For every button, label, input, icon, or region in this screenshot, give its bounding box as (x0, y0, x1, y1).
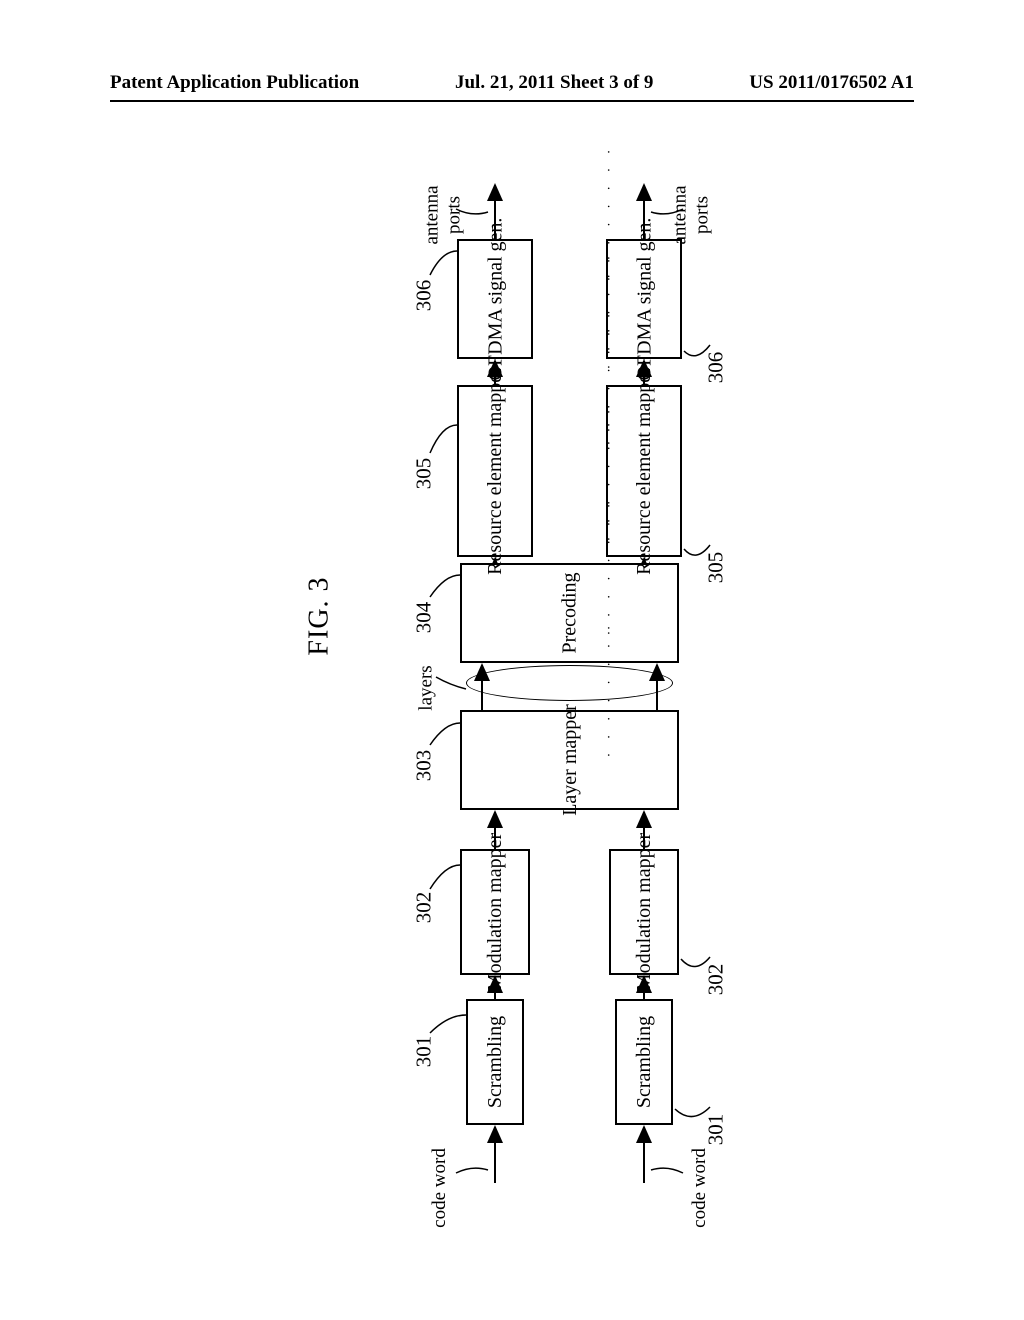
ref-304: 304 (411, 602, 436, 634)
label: OFDMA signal gen. (633, 218, 655, 381)
block-precoding: Precoding (460, 563, 679, 663)
block-scrambling-bot: Scrambling (615, 999, 673, 1125)
ref-302-top: 302 (411, 892, 436, 924)
label: Scrambling (633, 1016, 655, 1108)
block-diagram: Scrambling Scrambling Modulation mapper … (410, 165, 880, 1215)
label: Resource element mapper (633, 367, 655, 575)
block-remapper-top: Resource element mapper (457, 385, 533, 557)
header-left: Patent Application Publication (110, 72, 359, 94)
ref-306-bot: 306 (703, 352, 728, 384)
label: Precoding (559, 572, 581, 653)
label: Layer mapper (558, 704, 580, 816)
label: Modulation mapper (484, 833, 506, 991)
label-antenna-bot: antenna ports (670, 185, 714, 244)
ref-305-bot: 305 (703, 552, 728, 584)
page-header: Patent Application Publication Jul. 21, … (0, 72, 1024, 102)
label: Resource element mapper (484, 367, 506, 575)
block-layermapper: Layer mapper (460, 710, 679, 810)
label: Scrambling (484, 1016, 506, 1108)
label: Modulation mapper (633, 833, 655, 991)
block-modmapper-top: Modulation mapper (460, 849, 530, 975)
dots-antenna: · · · · · · · · (602, 145, 618, 282)
header-row: Patent Application Publication Jul. 21, … (110, 72, 914, 94)
ref-306-top: 306 (411, 280, 436, 312)
header-center: Jul. 21, 2011 Sheet 3 of 9 (455, 72, 653, 94)
label-codeword-top: code word (429, 1148, 451, 1228)
header-rule (110, 100, 914, 102)
header-right: US 2011/0176502 A1 (749, 72, 914, 94)
label-codeword-bot: code word (689, 1148, 711, 1228)
label-antenna-top: antenna ports (422, 185, 466, 244)
ref-302-bot: 302 (703, 964, 728, 996)
ref-303: 303 (411, 750, 436, 782)
layers-oval (466, 665, 673, 701)
block-scrambling-top: Scrambling (466, 999, 524, 1125)
block-ofdma-top: OFDMA signal gen. (457, 239, 533, 359)
dots-layers: · · · · · · · · (602, 621, 618, 758)
figure-label: FIG. 3 (304, 576, 336, 655)
ref-305-top: 305 (411, 458, 436, 490)
label: OFDMA signal gen. (484, 218, 506, 381)
ref-301-top: 301 (411, 1036, 436, 1068)
block-modmapper-bot: Modulation mapper (609, 849, 679, 975)
ref-301-bot: 301 (703, 1114, 728, 1146)
label-layers: layers (416, 665, 438, 710)
